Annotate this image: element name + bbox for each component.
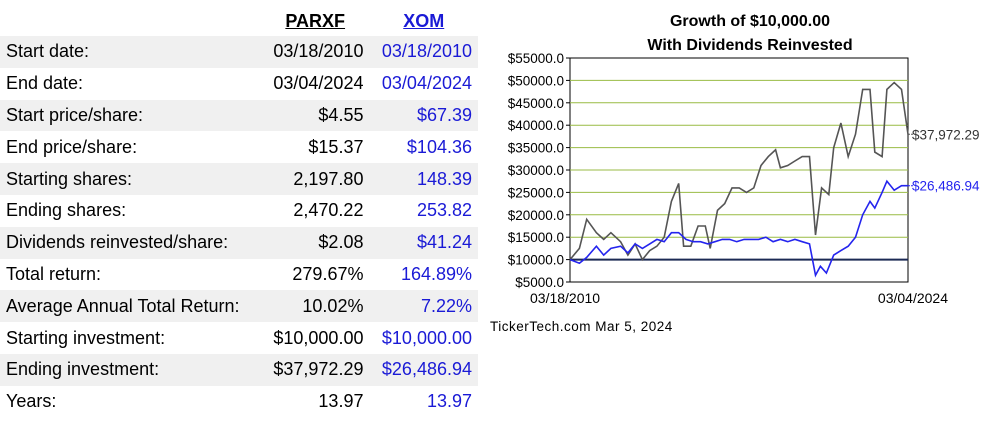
parxf-value: $10,000.00 bbox=[273, 327, 364, 348]
y-tick-label: $10000.0 bbox=[508, 253, 564, 268]
y-tick-label: $15000.0 bbox=[508, 230, 564, 245]
table-row: Starting investment: $10,000.00 $10,000.00 bbox=[0, 322, 478, 354]
parxf-value: 10.02% bbox=[260, 290, 370, 323]
xom-value: 148.39 bbox=[369, 163, 478, 195]
row-label: Dividends reinvested/share: bbox=[0, 226, 261, 259]
table-row: End price/share: $15.37 $104.36 bbox=[0, 131, 478, 163]
row-label: End date: bbox=[6, 73, 84, 94]
y-tick-label: $50000.0 bbox=[508, 73, 564, 88]
row-label: Starting shares: bbox=[0, 163, 261, 195]
y-tick-label: $40000.0 bbox=[508, 118, 564, 133]
row-label: Years: bbox=[6, 391, 57, 412]
table-row: Total return: 279.67% 164.89% bbox=[0, 259, 478, 291]
row-label: Start price/share: bbox=[0, 99, 261, 132]
xom-value: $10,000.00 bbox=[381, 327, 472, 348]
growth-chart: Growth of $10,000.00 With Dividends Rein… bbox=[490, 13, 980, 334]
y-tick-label: $5000.0 bbox=[515, 275, 564, 290]
chart-footer: TickerTech.com Mar 5, 2024 bbox=[490, 319, 673, 334]
row-label: Starting investment: bbox=[6, 327, 166, 348]
row-label: Total return: bbox=[6, 263, 102, 284]
parxf-value: 03/04/2024 bbox=[273, 73, 364, 94]
table-row: Ending investment: $37,972.29 $26,486.94 bbox=[0, 353, 478, 386]
series-line-xom bbox=[569, 179, 908, 278]
xom-value: 03/18/2010 bbox=[369, 36, 478, 68]
row-label: End price/share: bbox=[6, 136, 138, 157]
parxf-value: $37,972.29 bbox=[260, 353, 370, 386]
y-tick-label: $20000.0 bbox=[508, 208, 564, 223]
table-header-row: PARXF XOM bbox=[0, 6, 478, 36]
table-row: Starting shares: 2,197.80 148.39 bbox=[0, 163, 478, 195]
xom-value: 7.22% bbox=[369, 290, 478, 323]
parxf-value: 13.97 bbox=[318, 391, 364, 412]
y-tick-label: $25000.0 bbox=[508, 185, 564, 200]
parxf-value: 03/18/2010 bbox=[260, 36, 370, 68]
x-tick-label: 03/18/2010 bbox=[530, 290, 600, 306]
parxf-value: 2,197.80 bbox=[260, 163, 370, 195]
header-parxf-link[interactable]: PARXF bbox=[285, 10, 346, 31]
table-row: Average Annual Total Return: 10.02% 7.22% bbox=[0, 290, 478, 323]
parxf-value: $15.37 bbox=[308, 136, 364, 157]
parxf-value: $4.55 bbox=[260, 99, 370, 132]
table-row: Start price/share: $4.55 $67.39 bbox=[0, 99, 478, 132]
series-end-label-parxf: $37,972.29 bbox=[912, 127, 980, 142]
row-label: Start date: bbox=[0, 36, 261, 68]
table-row: Years: 13.97 13.97 bbox=[0, 386, 478, 418]
xom-value: 13.97 bbox=[426, 391, 472, 412]
xom-value: $104.36 bbox=[406, 136, 472, 157]
xom-value: $67.39 bbox=[369, 99, 478, 132]
y-tick-label: $45000.0 bbox=[508, 96, 564, 111]
table-row: Start date: 03/18/2010 03/18/2010 bbox=[0, 36, 478, 68]
row-label: Ending shares: bbox=[6, 200, 127, 221]
xom-value: 253.82 bbox=[416, 200, 472, 221]
table-row: End date: 03/04/2024 03/04/2024 bbox=[0, 68, 478, 100]
y-tick-label: $30000.0 bbox=[508, 163, 564, 178]
parxf-value: 2,470.22 bbox=[293, 200, 364, 221]
parxf-value: 279.67% bbox=[292, 263, 364, 284]
row-label: Ending investment: bbox=[0, 353, 261, 386]
xom-value: 03/04/2024 bbox=[381, 73, 472, 94]
table-row: Ending shares: 2,470.22 253.82 bbox=[0, 195, 478, 227]
x-tick-label: 03/04/2024 bbox=[878, 290, 948, 306]
xom-value: 164.89% bbox=[400, 263, 472, 284]
comparison-table: PARXF XOM Start date: 03/18/2010 03/18/201… bbox=[0, 6, 478, 418]
table-row: Dividends reinvested/share: $2.08 $41.24 bbox=[0, 226, 478, 259]
xom-value: $26,486.94 bbox=[369, 353, 478, 386]
y-tick-label: $55000.0 bbox=[508, 51, 564, 66]
xom-value: $41.24 bbox=[369, 226, 478, 259]
row-label: Average Annual Total Return: bbox=[0, 290, 261, 323]
y-tick-label: $35000.0 bbox=[508, 141, 564, 156]
chart-subtitle: With Dividends Reinvested bbox=[647, 37, 852, 54]
chart-title: Growth of $10,000.00 bbox=[670, 13, 830, 30]
header-empty bbox=[0, 6, 261, 36]
header-xom-link[interactable]: XOM bbox=[403, 10, 445, 31]
series-end-label-xom: $26,486.94 bbox=[912, 179, 980, 194]
parxf-value: $2.08 bbox=[260, 226, 370, 259]
